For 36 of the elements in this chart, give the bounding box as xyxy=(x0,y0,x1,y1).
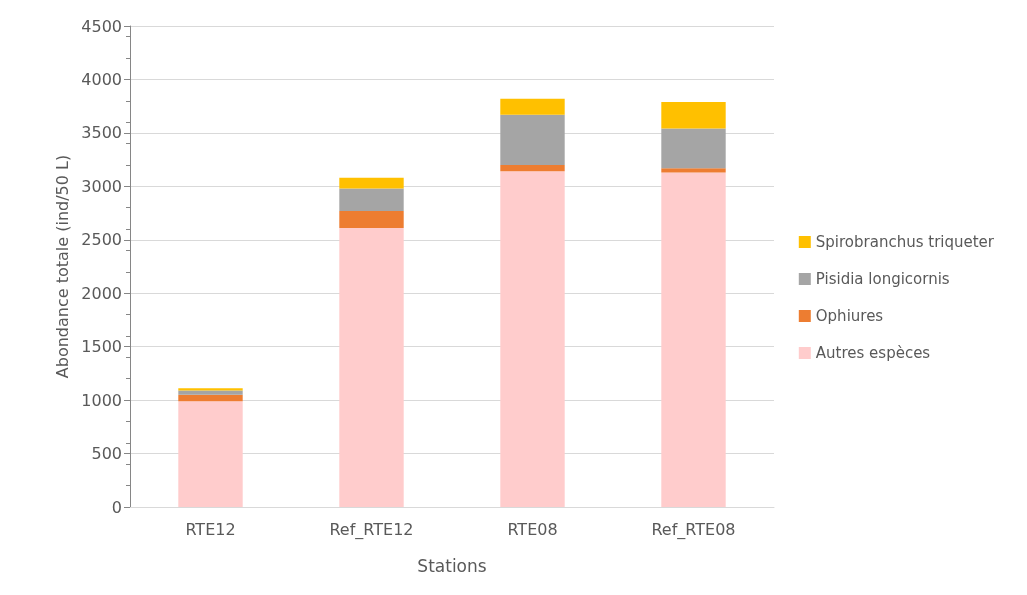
y-tick-label: 2000 xyxy=(81,283,122,303)
legend-label: Spirobranchus triqueter xyxy=(815,233,995,251)
y-tick-label: 4500 xyxy=(81,16,122,36)
y-tick-label: 1000 xyxy=(81,390,122,410)
bar xyxy=(500,171,565,507)
bar xyxy=(339,228,404,507)
legend-label: Ophiures xyxy=(815,307,884,325)
x-tick-label: RTE08 xyxy=(507,519,558,539)
legend-label: Pisidia longicornis xyxy=(815,270,950,288)
bar xyxy=(500,164,565,172)
bar xyxy=(661,101,726,129)
x-axis-title: Stations xyxy=(417,555,487,576)
bar xyxy=(661,168,726,173)
x-tick-label: Ref_RTE12 xyxy=(329,519,414,540)
bar xyxy=(500,114,565,165)
bar xyxy=(500,98,565,115)
bar xyxy=(178,390,243,395)
bar xyxy=(178,394,243,402)
bar xyxy=(178,401,243,507)
y-tick-label: 2500 xyxy=(81,230,122,250)
bar xyxy=(339,210,404,229)
x-tick-label: Ref_RTE08 xyxy=(651,519,736,540)
bar xyxy=(178,388,243,391)
bar xyxy=(339,188,404,211)
y-tick-label: 500 xyxy=(91,444,122,464)
bar xyxy=(661,172,726,507)
y-tick-label: 3500 xyxy=(81,123,122,143)
y-axis-title: Abondance totale (ind/50 L) xyxy=(52,154,72,379)
y-tick-label: 4000 xyxy=(81,69,122,89)
y-tick-label: 1500 xyxy=(81,337,122,357)
bar xyxy=(661,128,726,169)
legend-label: Autres espèces xyxy=(815,344,931,362)
bar xyxy=(339,177,404,189)
y-tick-label: 0 xyxy=(111,497,122,517)
y-tick-label: 3000 xyxy=(81,176,122,196)
x-tick-label: RTE12 xyxy=(185,519,236,539)
